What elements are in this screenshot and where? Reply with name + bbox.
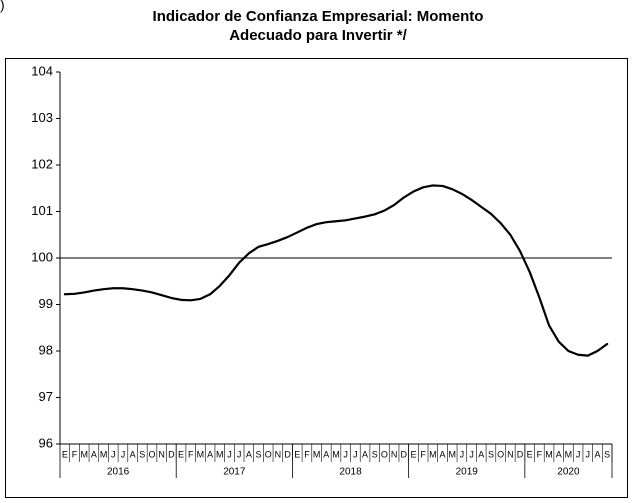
- x-tick-label: E: [410, 449, 416, 459]
- x-tick-label: N: [275, 449, 282, 459]
- x-tick-label: F: [304, 449, 310, 459]
- x-tick-label: J: [576, 449, 581, 459]
- y-tick-label: 96: [39, 435, 53, 450]
- x-tick-label: N: [158, 449, 165, 459]
- x-tick-label: M: [565, 449, 573, 459]
- x-tick-label: J: [343, 449, 348, 459]
- x-tick-label: M: [545, 449, 553, 459]
- x-tick-label: M: [448, 449, 456, 459]
- chart-subtitle: Adecuado para Invertir */: [229, 27, 407, 44]
- x-tick-label: S: [488, 449, 494, 459]
- x-tick-label: O: [381, 449, 388, 459]
- x-tick-label: A: [362, 449, 368, 459]
- x-tick-label: J: [237, 449, 242, 459]
- x-tick-label: A: [130, 449, 136, 459]
- x-tick-label: E: [178, 449, 184, 459]
- x-tick-label: F: [420, 449, 426, 459]
- x-tick-label: J: [111, 449, 116, 459]
- x-tick-label: M: [313, 449, 321, 459]
- x-tick-label: O: [265, 449, 272, 459]
- y-tick-label: 99: [39, 296, 53, 311]
- panel-label: ): [0, 0, 5, 13]
- x-tick-label: M: [216, 449, 224, 459]
- x-tick-label: J: [353, 449, 358, 459]
- year-label: 2018: [339, 467, 362, 478]
- year-label: 2020: [557, 467, 580, 478]
- x-tick-label: J: [121, 449, 126, 459]
- x-tick-label: N: [507, 449, 514, 459]
- y-tick-label: 98: [39, 342, 53, 357]
- x-tick-label: A: [594, 449, 600, 459]
- x-tick-label: E: [527, 449, 533, 459]
- x-tick-label: S: [372, 449, 378, 459]
- y-tick-label: 100: [31, 249, 53, 264]
- x-tick-label: F: [188, 449, 194, 459]
- x-tick-label: D: [168, 449, 175, 459]
- x-tick-label: A: [556, 449, 562, 459]
- x-tick-label: M: [197, 449, 205, 459]
- x-tick-label: J: [586, 449, 591, 459]
- x-tick-label: M: [80, 449, 88, 459]
- y-tick-label: 102: [31, 156, 53, 171]
- x-tick-label: A: [207, 449, 213, 459]
- x-tick-label: E: [62, 449, 68, 459]
- year-label: 2019: [456, 467, 479, 478]
- x-tick-label: M: [332, 449, 340, 459]
- x-tick-label: J: [460, 449, 465, 459]
- chart-title: Indicador de Confianza Empresarial: Mome…: [153, 8, 484, 25]
- x-tick-label: J: [469, 449, 474, 459]
- y-tick-label: 103: [31, 110, 53, 125]
- x-tick-label: F: [537, 449, 543, 459]
- x-tick-label: M: [429, 449, 437, 459]
- x-tick-label: F: [72, 449, 78, 459]
- x-tick-label: A: [246, 449, 252, 459]
- x-tick-label: D: [517, 449, 524, 459]
- x-tick-label: O: [497, 449, 504, 459]
- x-tick-label: O: [148, 449, 155, 459]
- y-tick-label: 97: [39, 389, 53, 404]
- x-tick-label: A: [478, 449, 484, 459]
- y-tick-label: 101: [31, 203, 53, 218]
- x-tick-label: S: [139, 449, 145, 459]
- x-tick-label: E: [294, 449, 300, 459]
- x-tick-label: A: [323, 449, 329, 459]
- line-series: [63, 184, 609, 357]
- x-tick-label: D: [284, 449, 291, 459]
- y-tick-label: 104: [31, 63, 53, 78]
- x-tick-label: A: [91, 449, 97, 459]
- x-tick-label: J: [227, 449, 232, 459]
- chart-frame: [5, 58, 628, 498]
- year-label: 2017: [223, 467, 246, 478]
- x-tick-label: M: [100, 449, 108, 459]
- x-tick-label: D: [401, 449, 408, 459]
- year-label: 2016: [107, 467, 130, 478]
- x-tick-label: A: [440, 449, 446, 459]
- x-tick-label: S: [256, 449, 262, 459]
- x-tick-label: S: [604, 449, 610, 459]
- x-tick-label: N: [391, 449, 398, 459]
